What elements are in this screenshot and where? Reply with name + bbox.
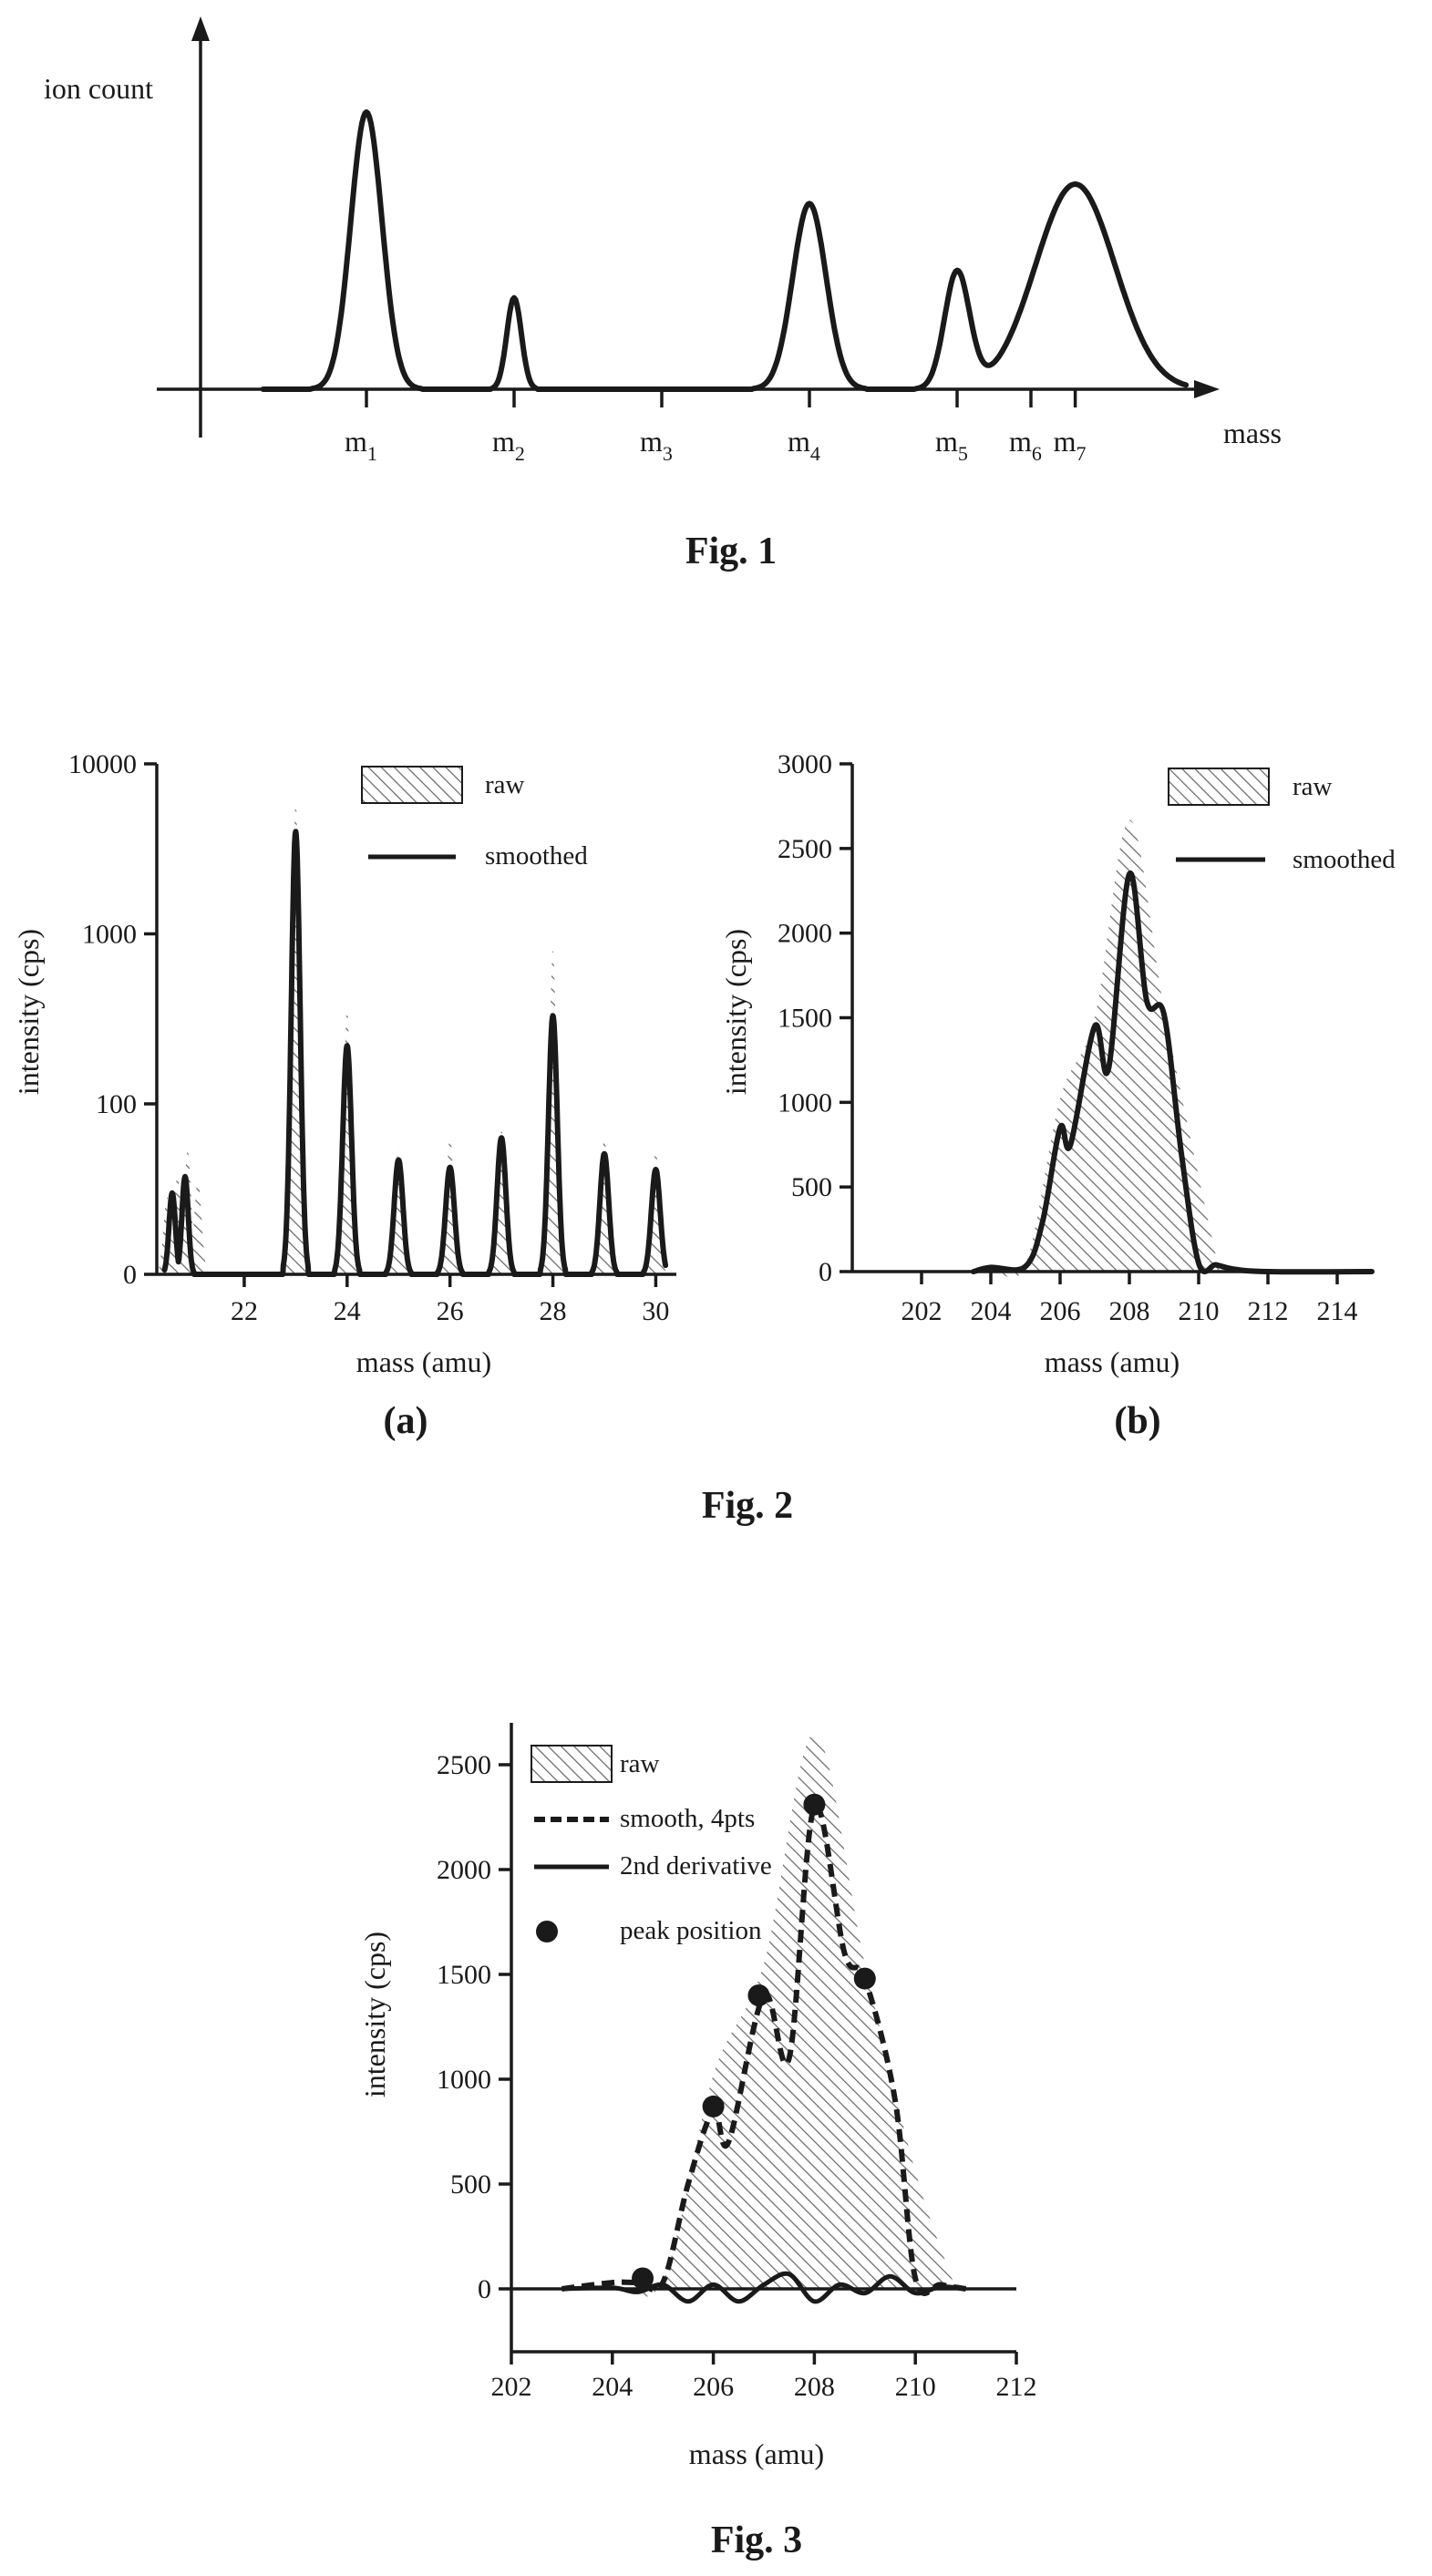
fig1-x-tick-label: m7 [1054,425,1087,465]
fig3-y-tick-label: 0 [478,2274,491,2304]
fig2b-y-tick-label: 2000 [778,919,832,949]
fig3-legend-smooth: smooth, 4pts [620,1804,755,1833]
fig2b-legend-smoothed: smoothed [1293,845,1396,874]
fig2b-y-tick-label: 500 [791,1172,832,1202]
fig2b-panel-label: (b) [1114,1400,1160,1442]
fig2-caption: Fig. 2 [702,1485,793,1527]
fig2b-y-tick-label: 1500 [778,1004,832,1034]
fig3-y-tick-label: 1000 [437,2065,491,2095]
fig2a-x-label: mass (amu) [356,1345,491,1378]
fig2a-legend-smoothed: smoothed [485,841,588,871]
fig3-x-tick-label: 210 [895,2372,936,2402]
fig2a-y-tick-label: 100 [96,1089,137,1119]
fig2a-panel-label: (a) [384,1400,428,1442]
fig1-y-label: ion count [44,72,153,105]
fig3-y-tick-label: 2500 [437,1750,491,1780]
fig1-y-arrow-icon [191,16,210,41]
fig3-legend-raw-swatch [531,1745,613,1783]
fig2b-x-tick-label: 210 [1179,1296,1220,1326]
fig3-x-tick-label: 202 [491,2372,532,2402]
fig3-raw-series [577,1733,956,2297]
fig3-legend-raw: raw [620,1749,660,1778]
fig2b-chart: 202 204 206 208 210 212 214 0 500 1000 1500 2000 250… [719,749,1396,1442]
fig2a-legend-raw-swatch [361,766,463,804]
fig3-peak-position-point [632,2267,654,2290]
fig2b-legend-raw-swatch [1168,768,1270,806]
fig1-chart: ion count mass m1 m2 m3 m4 m5 m6 m7 Fig. 1 [44,16,1282,572]
fig1-x-tick-label: m3 [640,425,673,465]
fig3-x-label: mass (amu) [689,2437,824,2470]
fig2b-x-tick-label: 206 [1040,1296,1081,1326]
fig2b-raw-series [974,819,1220,1279]
fig1-x-tick-label: m1 [345,425,377,465]
fig2a-x-tick-label: 28 [540,1296,567,1326]
fig3-chart: 202 204 206 208 210 212 0 500 1000 1500 2000 2500 m… [358,1723,1037,2561]
fig2a-x-tick-label: 22 [231,1296,258,1326]
fig3-y-tick-label: 2000 [437,1855,491,1885]
fig2a-y-tick-label: 10000 [68,749,137,779]
fig1-ion-count-curve [260,109,1190,392]
fig3-y-label: intensity (cps) [358,1932,391,2097]
fig2b-x-label: mass (amu) [1045,1345,1180,1378]
fig2b-x-tick-label: 204 [971,1296,1012,1326]
fig3-y-tick-label: 1500 [437,1960,491,1990]
fig2a-x-tick-label: 26 [437,1296,464,1326]
fig2b-y-tick-label: 3000 [778,749,832,779]
fig2a-y-tick-label: 0 [123,1260,137,1290]
fig3-peak-position-point [747,1984,770,2006]
fig2b-x-tick-label: 208 [1109,1296,1150,1326]
fig2a-x-tick-label: 30 [642,1296,669,1326]
fig2b-smoothed-series [971,871,1375,1275]
fig2a-y-label: intensity (cps) [12,929,45,1095]
fig3-legend-derivative: 2nd derivative [620,1851,772,1880]
fig3-legend-peak: peak position [620,1916,762,1945]
fig1-x-label: mass [1223,417,1282,449]
fig1-x-tick-label: m4 [788,425,820,465]
fig1-x-arrow-icon [1194,380,1220,398]
fig3-peak-position-point [702,2095,725,2117]
fig2b-y-label: intensity (cps) [719,929,752,1095]
fig2a-y-tick-label: 1000 [82,920,137,950]
fig3-x-tick-label: 212 [996,2372,1037,2402]
fig1-x-tick-label: m6 [1009,425,1042,465]
fig3-peak-position-point [803,1793,826,1816]
fig2b-x-tick-label: 212 [1248,1296,1289,1326]
fig2a-smoothed-series [161,829,669,1277]
fig1-x-tick-label: m2 [492,425,525,465]
fig2b-legend-raw: raw [1293,772,1333,801]
fig1-x-tick-label: m5 [935,425,968,465]
fig1-ticks: m1 m2 m3 m4 m5 m6 m7 [345,389,1086,465]
fig2b-y-tick-label: 2500 [778,834,832,864]
fig2a-legend-raw: raw [485,770,525,799]
fig3-x-tick-label: 208 [794,2372,835,2402]
fig3-x-tick-label: 206 [693,2372,734,2402]
fig1-caption: Fig. 1 [685,531,777,572]
fig3-y-tick-label: 500 [450,2169,491,2200]
fig3-legend-peak-marker [536,1921,558,1942]
fig2a-raw-series [156,801,667,1274]
fig3-peak-position-point [853,1967,876,1990]
fig3-x-tick-label: 204 [592,2372,633,2402]
fig3-smooth-series [561,1802,967,2296]
fig3-caption: Fig. 3 [711,2519,802,2561]
fig2b-y-tick-label: 1000 [778,1087,832,1118]
fig2a-chart: 22 24 26 28 30 0 100 1000 10000 mass (amu) inten… [12,749,676,1442]
fig2b-x-tick-label: 202 [901,1296,943,1326]
fig2a-x-tick-label: 24 [334,1296,361,1326]
fig2b-x-tick-label: 214 [1317,1296,1358,1326]
fig2b-y-tick-label: 0 [819,1257,832,1287]
